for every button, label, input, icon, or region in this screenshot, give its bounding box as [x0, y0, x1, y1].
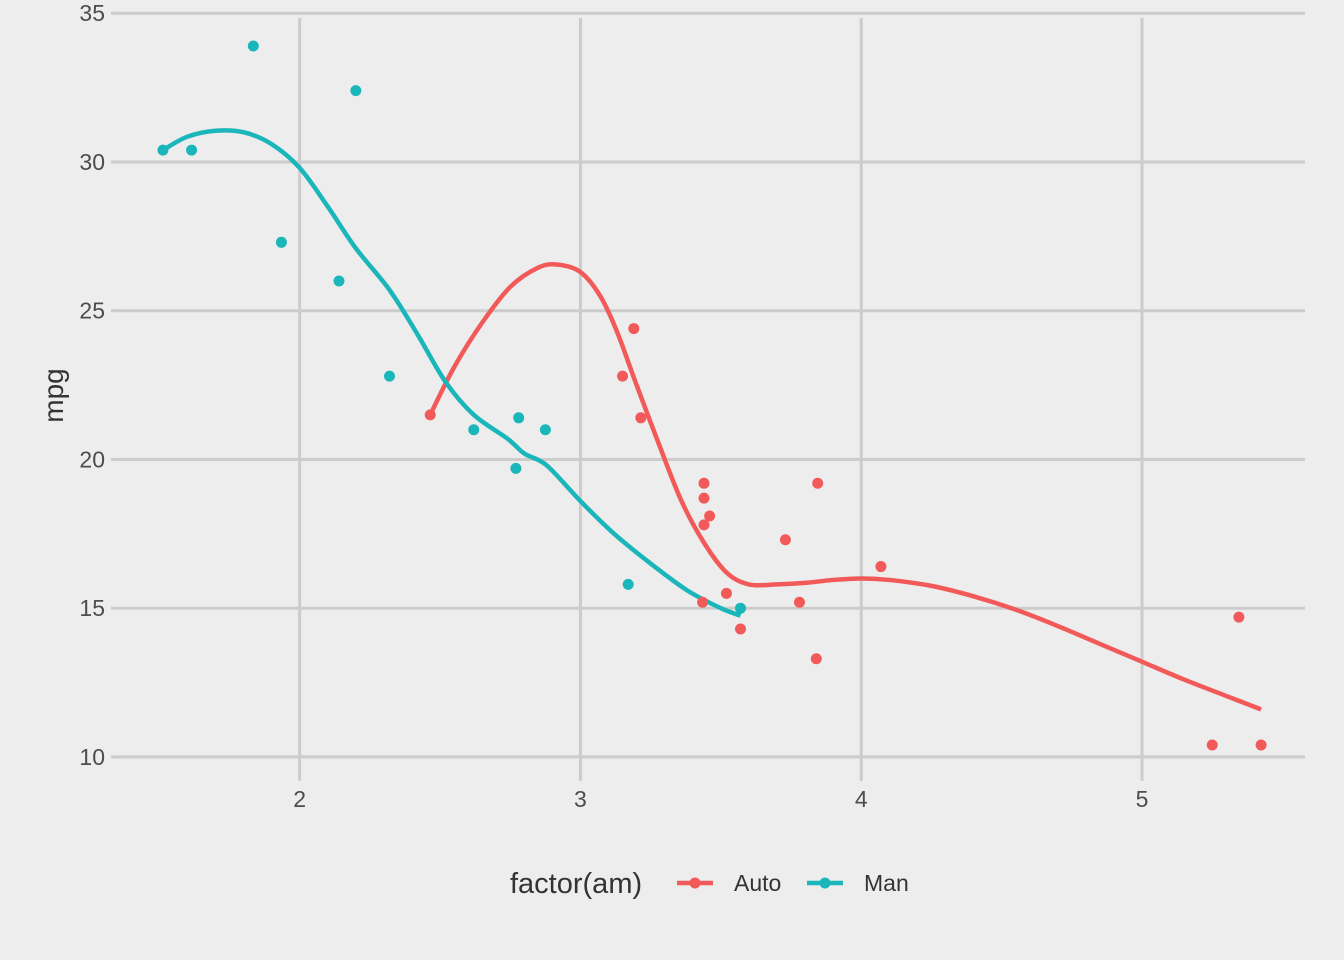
point-auto-10 — [734, 623, 746, 635]
point-man-7 — [468, 424, 480, 436]
y-tick-label-30: 30 — [79, 149, 105, 175]
data-points — [157, 40, 1267, 751]
y-axis: 10 15 20 25 30 35 — [79, 0, 119, 770]
point-man-0 — [157, 144, 169, 156]
y-tick-label-25: 25 — [79, 298, 105, 324]
point-auto-5 — [698, 492, 710, 504]
legend-key-point-auto — [689, 877, 701, 889]
point-auto-12 — [793, 596, 805, 608]
x-axis: 2 3 4 5 — [293, 773, 1148, 812]
point-auto-13 — [810, 653, 822, 665]
x-tick-label-4: 4 — [855, 786, 868, 812]
point-man-11 — [622, 578, 634, 590]
point-auto-6 — [698, 477, 710, 489]
point-man-5 — [350, 85, 362, 97]
legend-key-point-man — [819, 877, 831, 889]
point-man-2 — [247, 40, 259, 52]
y-tick-label-20: 20 — [79, 446, 105, 472]
point-man-10 — [539, 424, 551, 436]
y-tick-label-35: 35 — [79, 0, 105, 26]
point-auto-9 — [720, 587, 732, 599]
point-auto-4 — [697, 596, 709, 608]
point-auto-18 — [1255, 739, 1267, 751]
y-axis-title: mpg — [38, 368, 69, 422]
point-auto-17 — [1233, 611, 1245, 623]
legend-label-man: Man — [864, 870, 909, 896]
point-man-3 — [275, 236, 287, 248]
x-tick-label-5: 5 — [1136, 786, 1149, 812]
point-auto-0 — [424, 409, 436, 421]
y-tick-label-15: 15 — [79, 595, 105, 621]
y-tick-label-10: 10 — [79, 744, 105, 770]
smooth-line-man — [161, 128, 742, 618]
point-auto-16 — [1206, 739, 1218, 751]
point-man-9 — [513, 412, 525, 424]
legend-label-auto: Auto — [734, 870, 781, 896]
smooth-lines — [161, 128, 1262, 712]
legend-title: factor(am) — [510, 868, 642, 900]
point-auto-7 — [698, 519, 710, 531]
point-auto-15 — [875, 561, 887, 573]
legend: factor(am) Auto Man — [510, 868, 909, 900]
point-man-8 — [510, 462, 522, 474]
point-man-6 — [384, 370, 396, 382]
point-man-12 — [734, 602, 746, 614]
point-man-1 — [186, 144, 198, 156]
point-auto-2 — [628, 323, 640, 335]
smooth-line-auto — [428, 261, 1262, 712]
grid — [119, 11, 1305, 773]
point-auto-8 — [704, 510, 716, 522]
point-auto-11 — [779, 534, 791, 546]
legend-items: Auto Man — [677, 870, 909, 896]
point-auto-3 — [635, 412, 647, 424]
point-man-4 — [333, 275, 345, 287]
point-auto-14 — [812, 477, 824, 489]
x-tick-label-2: 2 — [293, 786, 306, 812]
point-auto-1 — [617, 370, 629, 382]
x-tick-label-3: 3 — [574, 786, 587, 812]
